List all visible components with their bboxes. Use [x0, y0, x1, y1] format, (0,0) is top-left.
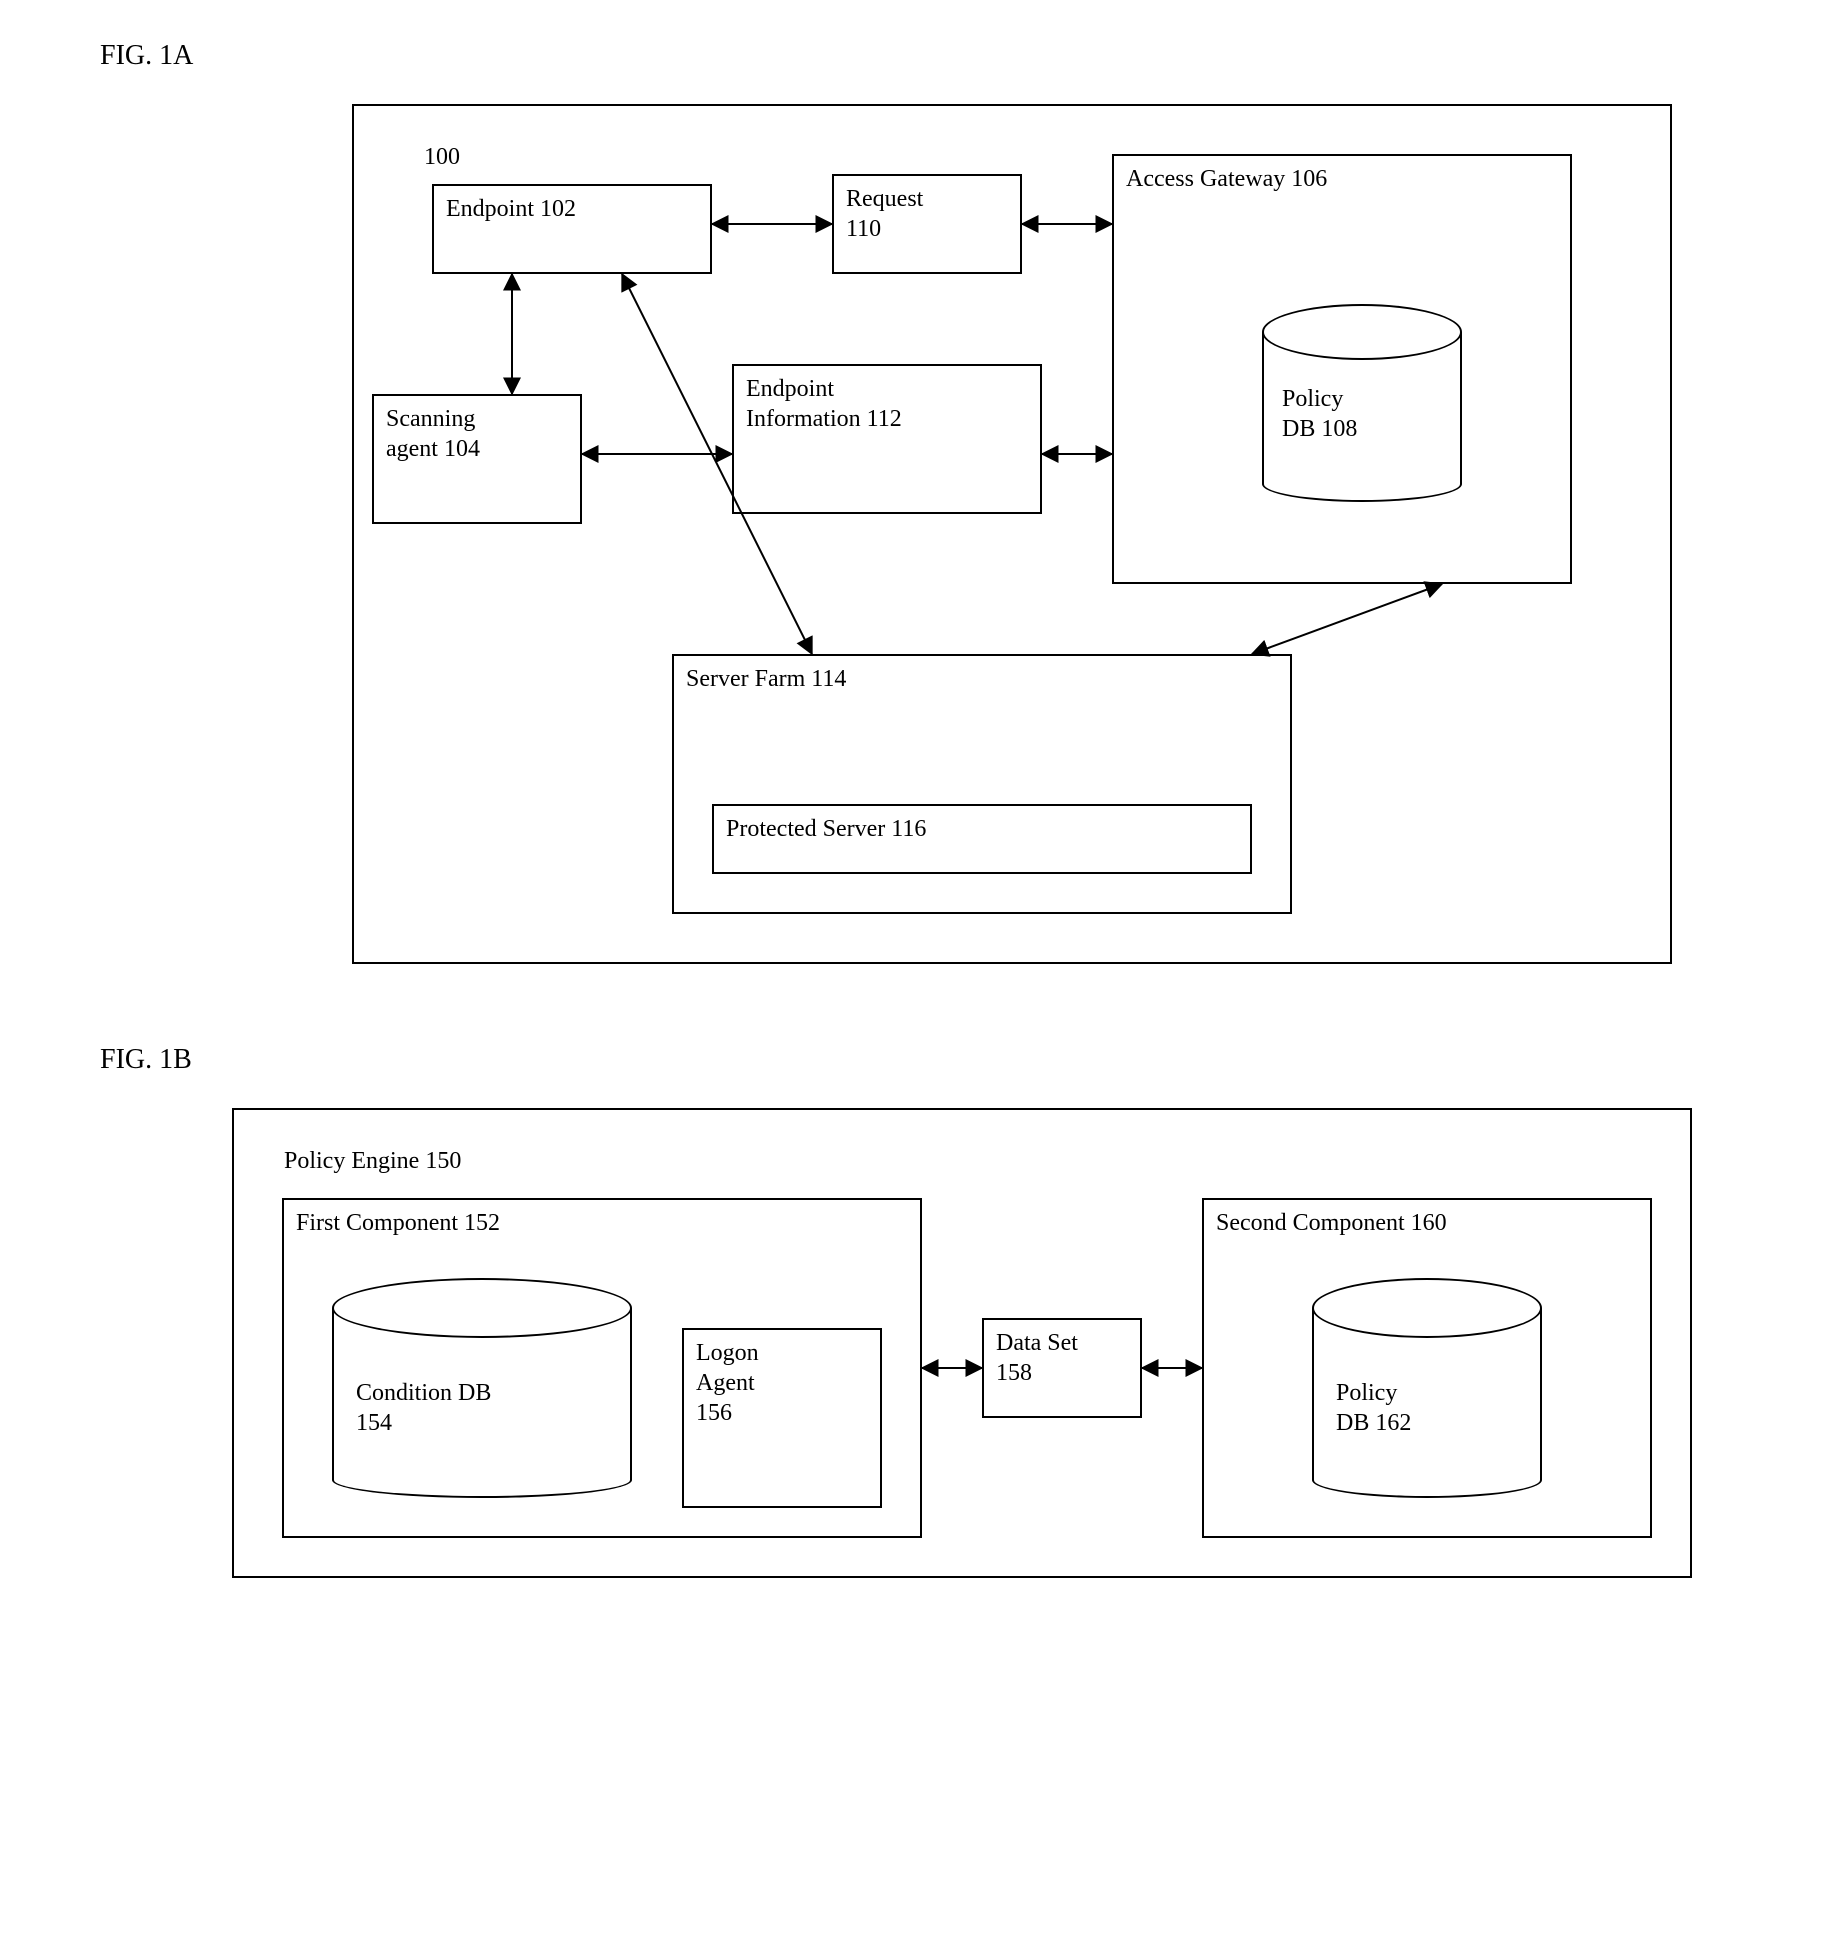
figure-b-diagram: Policy Engine 150 First Component 152 Logo… — [112, 1088, 1712, 1608]
secondcomp-box-label: Second Component 160 — [1216, 1208, 1638, 1238]
endpoint-box-label: Endpoint 102 — [446, 194, 698, 224]
policy-db-label: PolicyDB 108 — [1282, 384, 1357, 444]
logon-box-label: Agent — [696, 1368, 868, 1398]
logon-box-label: 156 — [696, 1398, 868, 1428]
endpoint-box: Endpoint 102 — [432, 184, 712, 274]
scanning-box: Scanningagent 104 — [372, 394, 582, 524]
request-box-label: Request — [846, 184, 1008, 214]
scanning-box-label: Scanning — [386, 404, 568, 434]
protected-box: Protected Server 116 — [712, 804, 1252, 874]
protected-box-label: Protected Server 116 — [726, 814, 1238, 844]
logon-box: LogonAgent156 — [682, 1328, 882, 1508]
conditiondb-label: Condition DB154 — [356, 1378, 491, 1438]
figure-b-label: FIG. 1B — [100, 1044, 1784, 1076]
firstcomp-box-label: First Component 152 — [296, 1208, 908, 1238]
epinfo-box-label: Endpoint — [746, 374, 1028, 404]
gateway-box-label: Access Gateway 106 — [1126, 164, 1558, 194]
epinfo-box-label: Information 112 — [746, 404, 1028, 434]
scanning-box-label: agent 104 — [386, 434, 568, 464]
serverfarm-box: Server Farm 114 — [672, 654, 1292, 914]
dataset-box: Data Set158 — [982, 1318, 1142, 1418]
system-number: 100 — [412, 134, 472, 180]
request-box-label: 110 — [846, 214, 1008, 244]
figure-a-diagram: 100 Endpoint 102 Request110 Access Gateway … — [112, 84, 1712, 984]
dataset-box-label: 158 — [996, 1358, 1128, 1388]
figure-a-label: FIG. 1A — [100, 40, 1784, 72]
request-box: Request110 — [832, 174, 1022, 274]
policydb2-label: PolicyDB 162 — [1336, 1378, 1411, 1438]
serverfarm-box-label: Server Farm 114 — [686, 664, 1278, 694]
epinfo-box: EndpointInformation 112 — [732, 364, 1042, 514]
policy-engine-title: Policy Engine 150 — [272, 1138, 473, 1184]
logon-box-label: Logon — [696, 1338, 868, 1368]
dataset-box-label: Data Set — [996, 1328, 1128, 1358]
